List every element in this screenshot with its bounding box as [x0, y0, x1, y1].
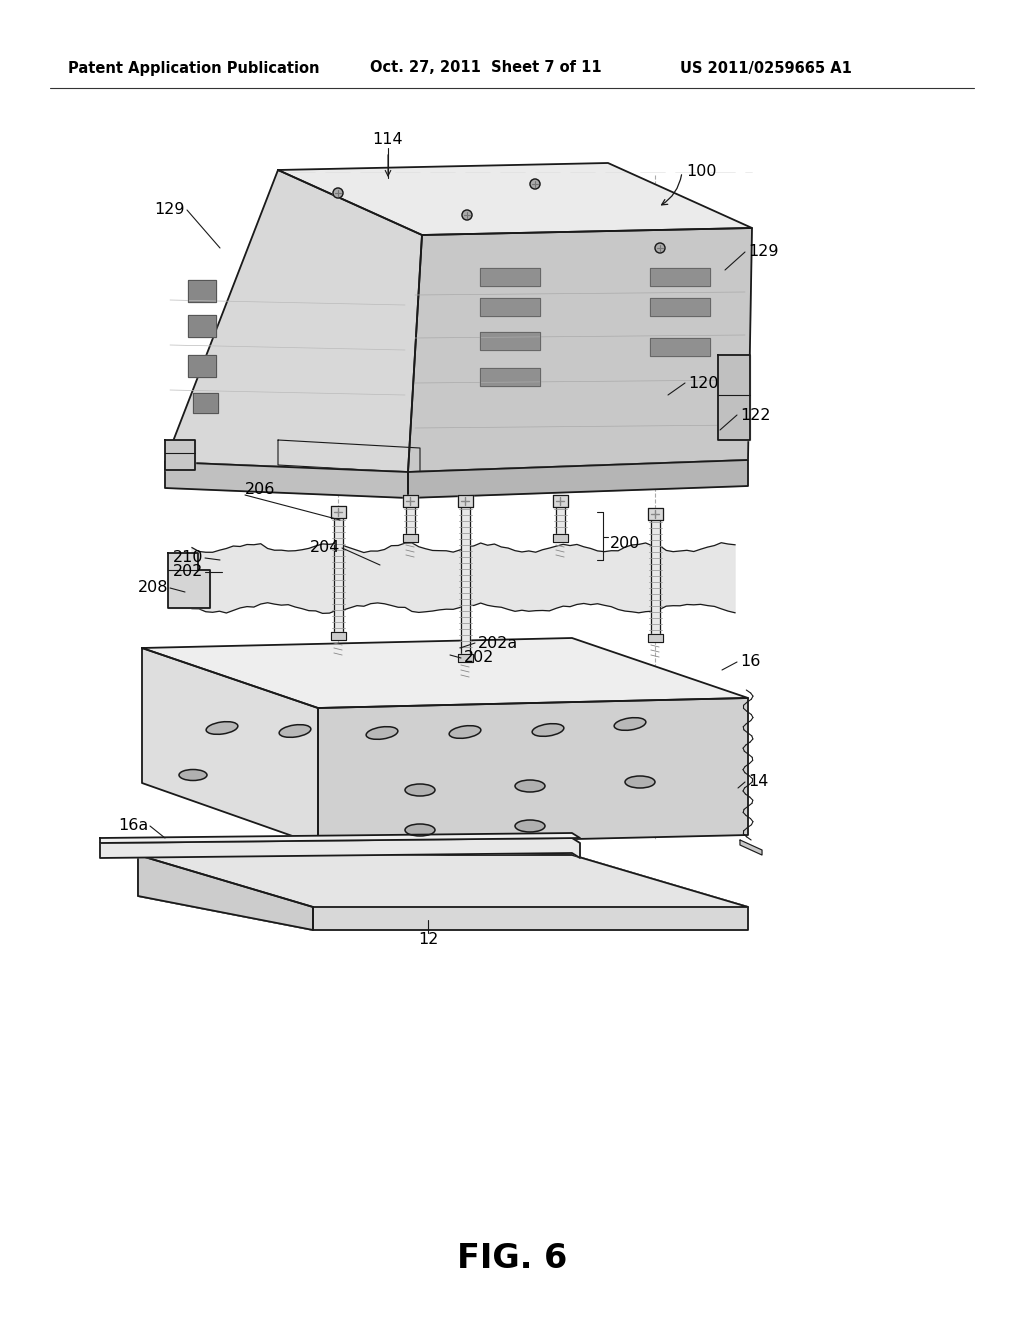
Circle shape: [655, 243, 665, 253]
Polygon shape: [740, 840, 762, 855]
Polygon shape: [647, 508, 663, 520]
Ellipse shape: [515, 820, 545, 832]
Text: FIG. 6: FIG. 6: [457, 1242, 567, 1275]
Text: 120: 120: [688, 375, 719, 391]
Text: 202: 202: [173, 565, 203, 579]
Text: 202: 202: [464, 651, 495, 665]
Text: 14: 14: [748, 775, 768, 789]
Polygon shape: [100, 833, 580, 843]
Polygon shape: [168, 553, 210, 609]
Polygon shape: [458, 495, 472, 507]
Text: 202a: 202a: [478, 635, 518, 651]
Text: 210: 210: [172, 550, 203, 565]
Polygon shape: [461, 506, 469, 655]
Polygon shape: [406, 506, 415, 535]
Polygon shape: [555, 506, 564, 535]
Polygon shape: [650, 517, 659, 635]
Polygon shape: [480, 333, 540, 350]
Ellipse shape: [367, 726, 398, 739]
Polygon shape: [138, 855, 313, 931]
Polygon shape: [188, 315, 216, 337]
Ellipse shape: [206, 722, 238, 734]
Circle shape: [333, 187, 343, 198]
Polygon shape: [188, 280, 216, 302]
Ellipse shape: [450, 726, 481, 738]
Text: 16a: 16a: [118, 818, 148, 833]
Polygon shape: [165, 170, 422, 473]
Text: US 2011/0259665 A1: US 2011/0259665 A1: [680, 61, 852, 75]
Polygon shape: [647, 634, 663, 642]
Polygon shape: [402, 495, 418, 507]
Polygon shape: [480, 298, 540, 315]
Ellipse shape: [532, 723, 564, 737]
Text: 114: 114: [373, 132, 403, 148]
Polygon shape: [334, 516, 342, 634]
Text: 208: 208: [137, 581, 168, 595]
Text: 129: 129: [155, 202, 185, 218]
Polygon shape: [318, 698, 748, 845]
Polygon shape: [553, 495, 567, 507]
Polygon shape: [142, 638, 748, 708]
Polygon shape: [650, 338, 710, 356]
Polygon shape: [408, 228, 752, 473]
Text: 200: 200: [610, 536, 640, 550]
Text: 204: 204: [309, 540, 340, 556]
Ellipse shape: [515, 780, 545, 792]
Text: Patent Application Publication: Patent Application Publication: [68, 61, 319, 75]
Circle shape: [462, 210, 472, 220]
Circle shape: [530, 180, 540, 189]
Text: 16: 16: [740, 655, 761, 669]
Text: 122: 122: [740, 408, 770, 422]
Text: 100: 100: [686, 165, 717, 180]
Polygon shape: [553, 535, 567, 543]
Polygon shape: [278, 440, 420, 473]
Polygon shape: [650, 268, 710, 286]
Polygon shape: [138, 855, 748, 931]
Ellipse shape: [406, 784, 435, 796]
Polygon shape: [100, 838, 580, 858]
Text: 206: 206: [245, 483, 275, 498]
Polygon shape: [331, 506, 345, 517]
Polygon shape: [480, 368, 540, 385]
Polygon shape: [650, 298, 710, 315]
Polygon shape: [408, 459, 748, 498]
Polygon shape: [480, 268, 540, 286]
Polygon shape: [142, 648, 318, 845]
Polygon shape: [278, 162, 752, 235]
Polygon shape: [188, 355, 216, 378]
Polygon shape: [193, 543, 735, 614]
Polygon shape: [193, 393, 218, 413]
Text: 12: 12: [418, 932, 438, 948]
Polygon shape: [718, 355, 750, 440]
Polygon shape: [458, 653, 472, 663]
Ellipse shape: [614, 718, 646, 730]
Ellipse shape: [280, 725, 311, 738]
Text: 129: 129: [748, 244, 778, 260]
Ellipse shape: [625, 776, 655, 788]
Ellipse shape: [179, 770, 207, 780]
Polygon shape: [165, 462, 408, 498]
Polygon shape: [165, 440, 195, 470]
Polygon shape: [402, 535, 418, 543]
Text: Oct. 27, 2011  Sheet 7 of 11: Oct. 27, 2011 Sheet 7 of 11: [370, 61, 602, 75]
Polygon shape: [138, 855, 748, 907]
Ellipse shape: [406, 824, 435, 836]
Polygon shape: [331, 632, 345, 640]
